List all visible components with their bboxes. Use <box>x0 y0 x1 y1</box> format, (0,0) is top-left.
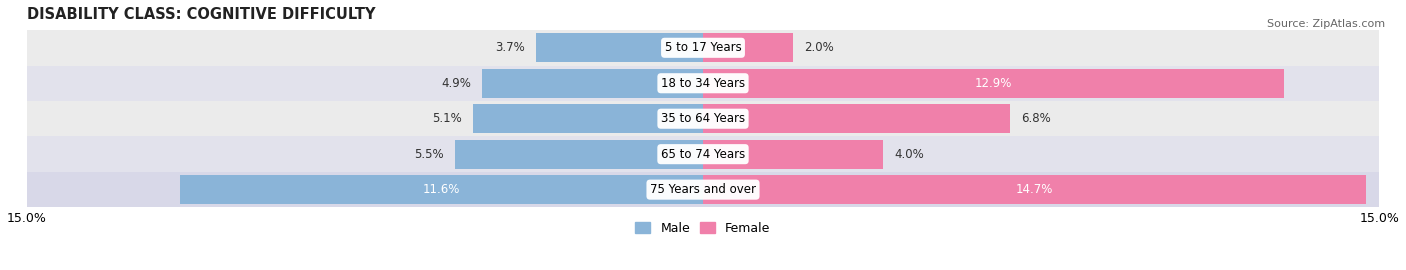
Text: 12.9%: 12.9% <box>974 77 1012 90</box>
Text: Source: ZipAtlas.com: Source: ZipAtlas.com <box>1267 19 1385 29</box>
Text: 35 to 64 Years: 35 to 64 Years <box>661 112 745 125</box>
Text: 6.8%: 6.8% <box>1021 112 1050 125</box>
Bar <box>703 175 1365 204</box>
Bar <box>180 175 703 204</box>
Text: 5 to 17 Years: 5 to 17 Years <box>665 41 741 54</box>
Bar <box>703 69 1285 98</box>
Bar <box>27 30 1379 66</box>
Legend: Male, Female: Male, Female <box>630 217 776 240</box>
Text: 5.1%: 5.1% <box>432 112 461 125</box>
Text: 4.9%: 4.9% <box>441 77 471 90</box>
Text: 75 Years and over: 75 Years and over <box>650 183 756 196</box>
Bar <box>703 140 883 169</box>
Text: 18 to 34 Years: 18 to 34 Years <box>661 77 745 90</box>
Bar <box>27 172 1379 207</box>
Text: 65 to 74 Years: 65 to 74 Years <box>661 148 745 161</box>
Bar <box>703 104 1010 133</box>
Bar <box>456 140 703 169</box>
Text: 3.7%: 3.7% <box>495 41 524 54</box>
Bar <box>27 136 1379 172</box>
Bar <box>536 33 703 62</box>
Text: 11.6%: 11.6% <box>423 183 460 196</box>
Text: DISABILITY CLASS: COGNITIVE DIFFICULTY: DISABILITY CLASS: COGNITIVE DIFFICULTY <box>27 7 375 22</box>
Bar <box>482 69 703 98</box>
Text: 4.0%: 4.0% <box>894 148 924 161</box>
Text: 14.7%: 14.7% <box>1015 183 1053 196</box>
Bar <box>703 33 793 62</box>
Bar <box>27 66 1379 101</box>
Text: 5.5%: 5.5% <box>415 148 444 161</box>
Text: 2.0%: 2.0% <box>804 41 834 54</box>
Bar <box>27 101 1379 136</box>
Bar <box>474 104 703 133</box>
